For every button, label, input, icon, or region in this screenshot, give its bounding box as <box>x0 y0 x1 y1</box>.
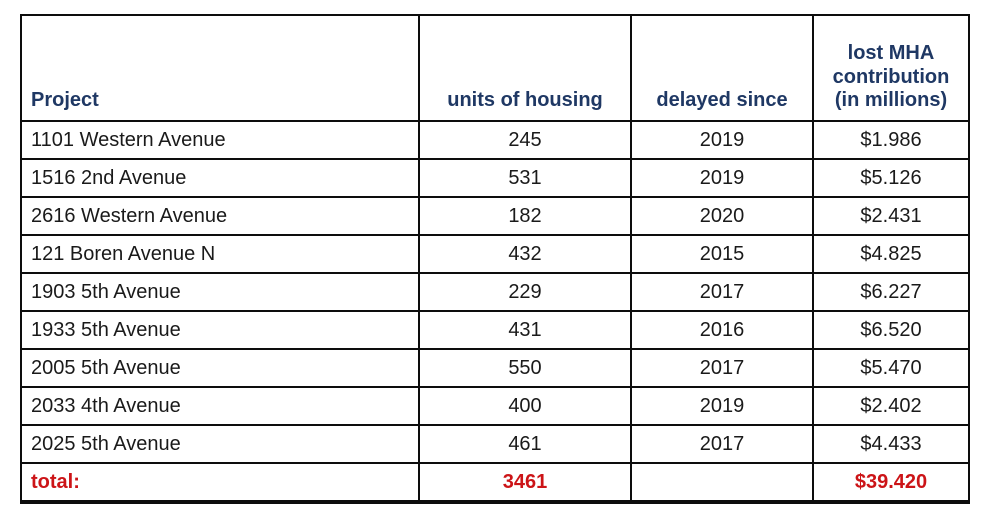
cell-lost-mha: $2.402 <box>812 386 970 426</box>
cell-project: 1933 5th Avenue <box>20 310 420 350</box>
cell-delayed-since: 2019 <box>630 158 814 198</box>
cell-units: 229 <box>418 272 632 312</box>
cell-project: 2616 Western Avenue <box>20 196 420 236</box>
column-header-lost-mha: lost MHA contribution (in millions) <box>812 14 970 122</box>
cell-lost-mha: $6.520 <box>812 310 970 350</box>
cell-lost-mha: $5.126 <box>812 158 970 198</box>
cell-delayed-since: 2019 <box>630 120 814 160</box>
column-header-delayed-since: delayed since <box>630 14 814 122</box>
cell-units: 245 <box>418 120 632 160</box>
table-header-row: Project units of housing delayed since l… <box>20 14 970 122</box>
cell-delayed-since: 2017 <box>630 424 814 464</box>
cell-units: 432 <box>418 234 632 274</box>
table-row: 2616 Western Avenue 182 2020 $2.431 <box>20 196 970 236</box>
cell-units: 431 <box>418 310 632 350</box>
cell-lost-mha: $5.470 <box>812 348 970 388</box>
table-row: 1933 5th Avenue 431 2016 $6.520 <box>20 310 970 350</box>
table-row: 1903 5th Avenue 229 2017 $6.227 <box>20 272 970 312</box>
table-total-row: total: 3461 $39.420 <box>20 462 970 504</box>
cell-lost-mha: $6.227 <box>812 272 970 312</box>
cell-lost-mha: $4.433 <box>812 424 970 464</box>
cell-project: 2033 4th Avenue <box>20 386 420 426</box>
total-lost-mha: $39.420 <box>812 462 970 504</box>
cell-units: 182 <box>418 196 632 236</box>
mha-contributions-table: Project units of housing delayed since l… <box>20 14 970 504</box>
cell-project: 2005 5th Avenue <box>20 348 420 388</box>
cell-units: 550 <box>418 348 632 388</box>
table-row: 2005 5th Avenue 550 2017 $5.470 <box>20 348 970 388</box>
table-row: 2033 4th Avenue 400 2019 $2.402 <box>20 386 970 426</box>
cell-project: 1903 5th Avenue <box>20 272 420 312</box>
cell-lost-mha: $4.825 <box>812 234 970 274</box>
cell-units: 531 <box>418 158 632 198</box>
cell-delayed-since: 2015 <box>630 234 814 274</box>
cell-project: 1516 2nd Avenue <box>20 158 420 198</box>
cell-delayed-since: 2017 <box>630 272 814 312</box>
cell-project: 2025 5th Avenue <box>20 424 420 464</box>
total-delayed-since-empty <box>630 462 814 504</box>
cell-project: 1101 Western Avenue <box>20 120 420 160</box>
cell-lost-mha: $1.986 <box>812 120 970 160</box>
total-label: total: <box>20 462 420 504</box>
cell-project: 121 Boren Avenue N <box>20 234 420 274</box>
cell-delayed-since: 2019 <box>630 386 814 426</box>
column-header-project: Project <box>20 14 420 122</box>
cell-delayed-since: 2017 <box>630 348 814 388</box>
cell-delayed-since: 2016 <box>630 310 814 350</box>
table-row: 2025 5th Avenue 461 2017 $4.433 <box>20 424 970 464</box>
cell-units: 400 <box>418 386 632 426</box>
column-header-units: units of housing <box>418 14 632 122</box>
table-row: 1516 2nd Avenue 531 2019 $5.126 <box>20 158 970 198</box>
cell-lost-mha: $2.431 <box>812 196 970 236</box>
table-row: 121 Boren Avenue N 432 2015 $4.825 <box>20 234 970 274</box>
cell-delayed-since: 2020 <box>630 196 814 236</box>
cell-units: 461 <box>418 424 632 464</box>
table-row: 1101 Western Avenue 245 2019 $1.986 <box>20 120 970 160</box>
total-units: 3461 <box>418 462 632 504</box>
